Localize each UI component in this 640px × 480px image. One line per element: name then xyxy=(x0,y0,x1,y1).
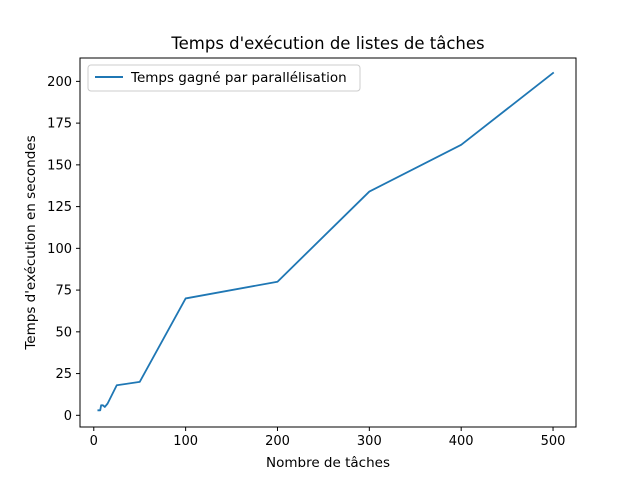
y-tick-label: 100 xyxy=(47,242,72,257)
x-tick-label: 500 xyxy=(541,434,566,449)
plot-lines xyxy=(97,71,555,412)
x-tick-label: 100 xyxy=(173,434,198,449)
y-tick-label: 125 xyxy=(47,200,72,215)
legend-label: Temps gagné par parallélisation xyxy=(130,70,347,86)
y-tick-label: 75 xyxy=(55,284,72,299)
y-axis: 0 25 50 75 100 125 150 175 200 xyxy=(47,75,80,424)
y-tick-label: 50 xyxy=(55,325,72,340)
chart-title: Temps d'exécution de listes de tâches xyxy=(170,34,484,53)
series-line-0 xyxy=(97,71,555,412)
legend-box xyxy=(87,64,361,92)
y-tick-label: 25 xyxy=(55,367,72,382)
y-tick-label: 200 xyxy=(47,75,72,90)
y-tick-label: 175 xyxy=(47,117,72,132)
x-tick-label: 0 xyxy=(90,434,98,449)
x-tick-label: 400 xyxy=(449,434,474,449)
y-tick-label: 0 xyxy=(64,409,72,424)
legend: Temps gagné par parallélisation xyxy=(87,64,361,92)
y-tick-label: 150 xyxy=(47,158,72,173)
x-axis-label: Nombre de tâches xyxy=(266,455,390,471)
x-tick-label: 300 xyxy=(357,434,382,449)
plot-frame xyxy=(79,57,577,428)
x-tick-label: 200 xyxy=(265,434,290,449)
y-axis-label: Temps d'exécution en secondes xyxy=(23,135,39,350)
x-axis: 0 100 200 300 400 500 xyxy=(90,427,566,449)
